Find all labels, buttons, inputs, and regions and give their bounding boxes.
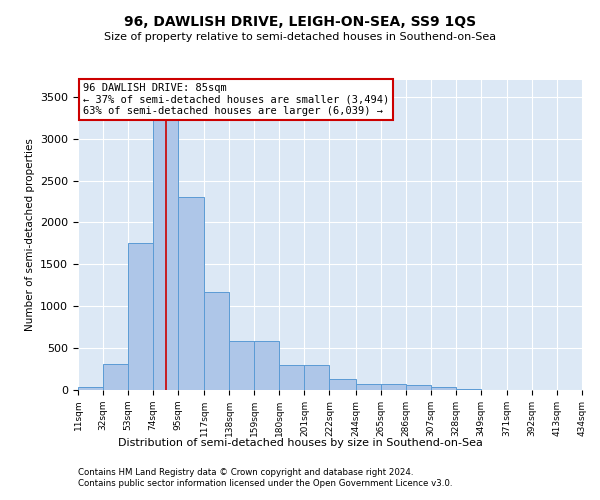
Bar — [280, 365, 304, 390]
Bar — [128, 244, 153, 390]
Bar — [329, 379, 356, 390]
Text: Distribution of semi-detached houses by size in Southend-on-Sea: Distribution of semi-detached houses by … — [118, 438, 482, 448]
Text: 96, DAWLISH DRIVE, LEIGH-ON-SEA, SS9 1QS: 96, DAWLISH DRIVE, LEIGH-ON-SEA, SS9 1QS — [124, 16, 476, 30]
Bar — [103, 364, 128, 390]
Y-axis label: Number of semi-detached properties: Number of semi-detached properties — [25, 138, 35, 332]
Bar — [431, 386, 456, 390]
Text: Contains public sector information licensed under the Open Government Licence v3: Contains public sector information licen… — [78, 480, 452, 488]
Bar — [178, 198, 204, 390]
Bar — [153, 101, 178, 390]
Bar — [304, 365, 329, 390]
Text: Size of property relative to semi-detached houses in Southend-on-Sea: Size of property relative to semi-detach… — [104, 32, 496, 42]
Bar — [229, 340, 254, 390]
Bar — [78, 388, 103, 390]
Text: Contains HM Land Registry data © Crown copyright and database right 2024.: Contains HM Land Registry data © Crown c… — [78, 468, 413, 477]
Text: 96 DAWLISH DRIVE: 85sqm
← 37% of semi-detached houses are smaller (3,494)
63% of: 96 DAWLISH DRIVE: 85sqm ← 37% of semi-de… — [83, 83, 389, 116]
Bar — [380, 384, 406, 390]
Bar — [204, 292, 229, 390]
Bar — [356, 384, 380, 390]
Bar — [406, 385, 431, 390]
Bar — [254, 340, 280, 390]
Bar — [456, 388, 481, 390]
